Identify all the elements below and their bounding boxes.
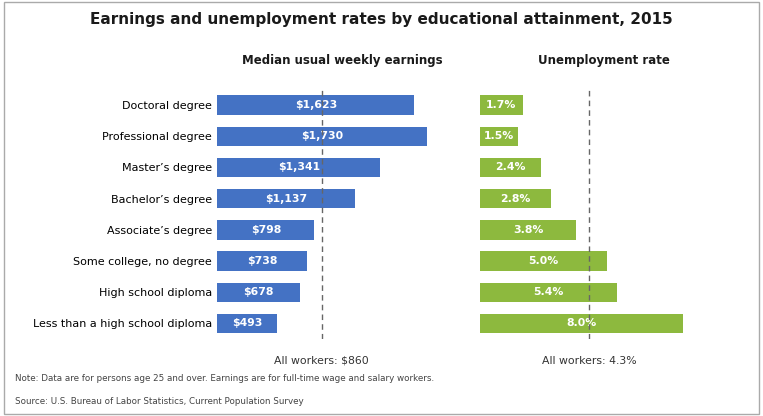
Text: 5.0%: 5.0% bbox=[528, 256, 559, 266]
Bar bbox=[480, 282, 617, 302]
Text: $678: $678 bbox=[243, 287, 274, 297]
Text: 3.8%: 3.8% bbox=[513, 225, 543, 235]
Bar bbox=[217, 95, 414, 115]
Text: Earnings and unemployment rates by educational attainment, 2015: Earnings and unemployment rates by educa… bbox=[90, 12, 673, 27]
Text: $798: $798 bbox=[251, 225, 281, 235]
Text: $738: $738 bbox=[247, 256, 278, 266]
Text: 1.5%: 1.5% bbox=[484, 131, 514, 141]
Text: Median usual weekly earnings: Median usual weekly earnings bbox=[242, 54, 442, 67]
Bar bbox=[217, 126, 427, 146]
Bar bbox=[217, 158, 380, 177]
Bar bbox=[480, 251, 607, 271]
Bar bbox=[217, 189, 356, 208]
Text: $1,137: $1,137 bbox=[266, 193, 307, 204]
Text: $493: $493 bbox=[232, 318, 262, 329]
Bar bbox=[217, 220, 314, 240]
Text: $1,623: $1,623 bbox=[295, 100, 337, 110]
Bar bbox=[480, 220, 576, 240]
Text: 2.8%: 2.8% bbox=[501, 193, 530, 204]
Text: 5.4%: 5.4% bbox=[533, 287, 564, 297]
Bar bbox=[480, 126, 518, 146]
Bar bbox=[217, 251, 307, 271]
Text: 8.0%: 8.0% bbox=[566, 318, 597, 329]
Text: 1.7%: 1.7% bbox=[486, 100, 517, 110]
Text: Note: Data are for persons age 25 and over. Earnings are for full-time wage and : Note: Data are for persons age 25 and ov… bbox=[15, 374, 434, 384]
Text: All workers: $860: All workers: $860 bbox=[275, 356, 369, 366]
Bar bbox=[480, 158, 541, 177]
Text: Source: U.S. Bureau of Labor Statistics, Current Population Survey: Source: U.S. Bureau of Labor Statistics,… bbox=[15, 397, 304, 406]
Text: $1,730: $1,730 bbox=[301, 131, 343, 141]
Text: $1,341: $1,341 bbox=[278, 162, 320, 173]
Bar bbox=[480, 189, 551, 208]
Bar bbox=[480, 95, 523, 115]
Text: All workers: 4.3%: All workers: 4.3% bbox=[542, 356, 636, 366]
Text: 2.4%: 2.4% bbox=[495, 162, 526, 173]
Bar bbox=[480, 314, 683, 333]
Bar bbox=[217, 282, 300, 302]
Bar bbox=[217, 314, 277, 333]
Text: Unemployment rate: Unemployment rate bbox=[539, 54, 670, 67]
